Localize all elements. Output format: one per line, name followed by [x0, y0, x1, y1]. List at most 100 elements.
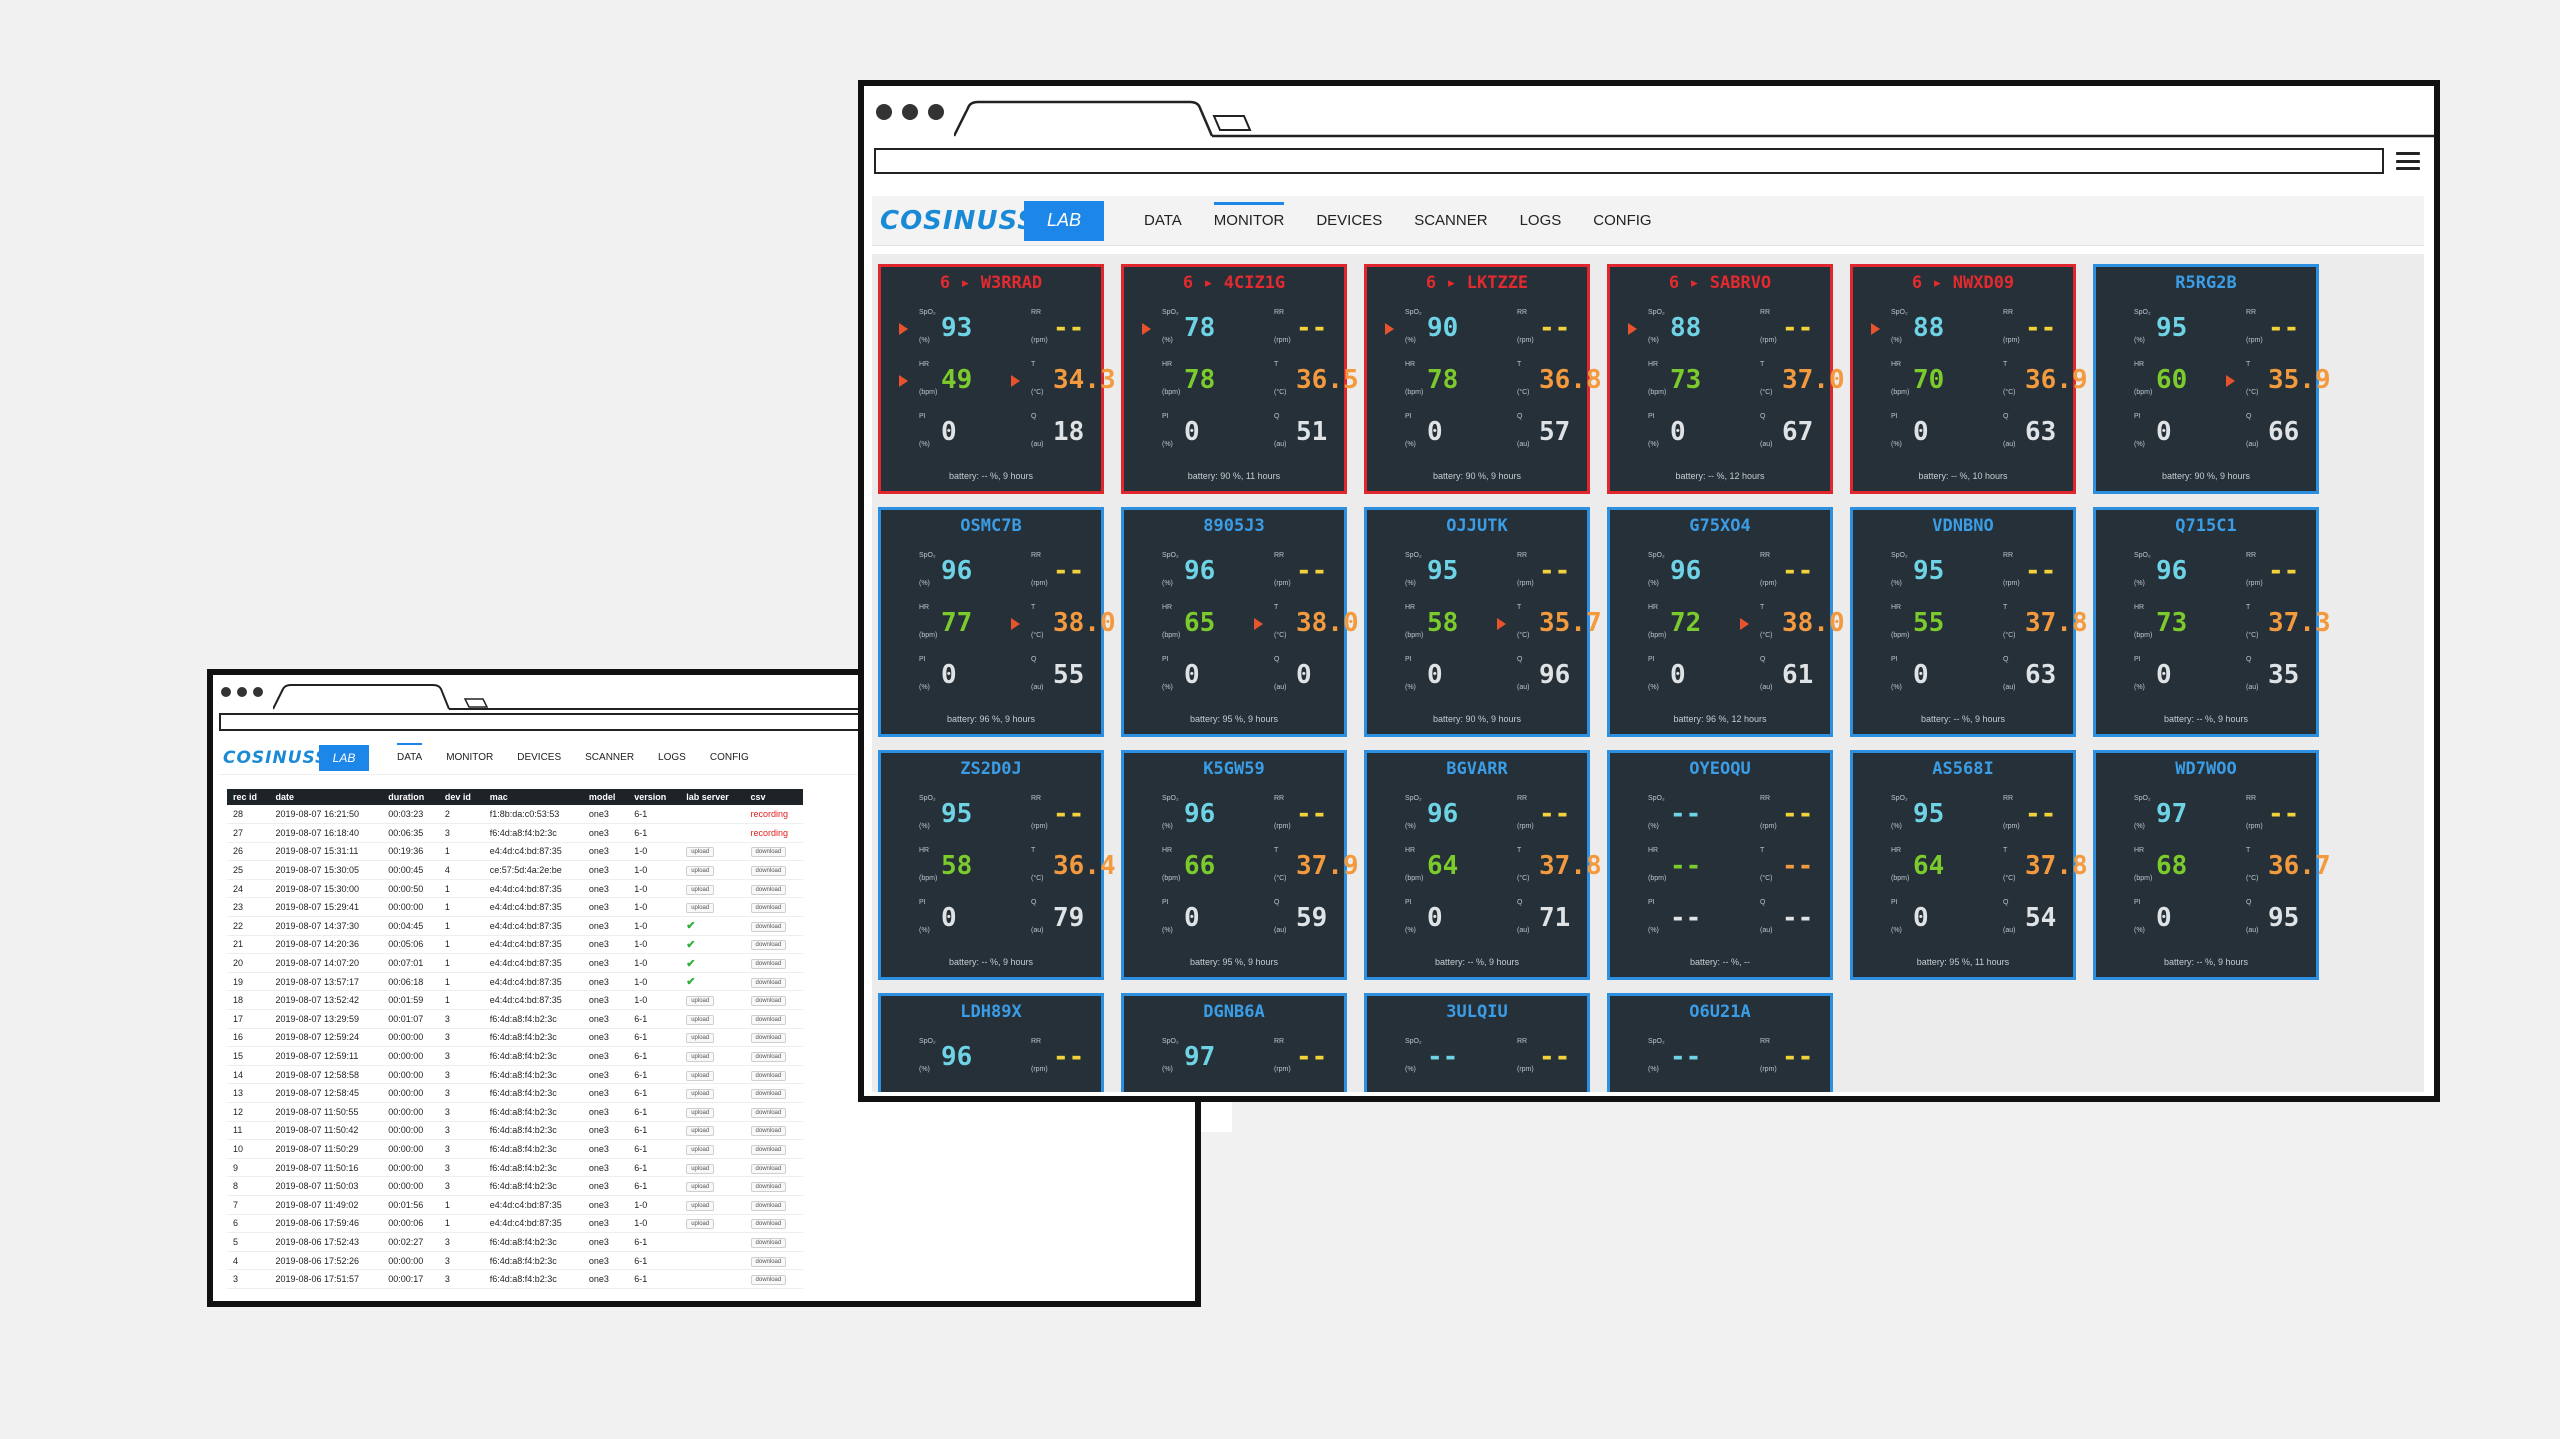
- upload-button[interactable]: upload: [686, 1182, 715, 1193]
- tab-config[interactable]: CONFIG: [709, 752, 749, 763]
- download-button[interactable]: download: [750, 940, 787, 951]
- tab-monitor[interactable]: MONITOR: [446, 752, 494, 763]
- device-card[interactable]: WD7WOO SpO₂ (%) 97 RR (rpm) -- HR (bpm) 68 T (°C) 36…: [2093, 750, 2331, 980]
- table-row[interactable]: 6 2019-08-06 17:59:46 00:00:06 1 e4:4d:c4:bd…: [227, 1214, 803, 1234]
- upload-button[interactable]: upload: [686, 1033, 715, 1044]
- device-card[interactable]: DGNB6A SpO₂ (%) 97 RR (rpm) --: [1121, 993, 1347, 1092]
- download-button[interactable]: download: [750, 1275, 787, 1286]
- table-row[interactable]: 20 2019-08-07 14:07:20 00:07:01 1 e4:4d:c4:b…: [227, 953, 803, 973]
- table-row[interactable]: 21 2019-08-07 14:20:36 00:05:06 1 e4:4d:c4:b…: [227, 935, 803, 955]
- close-dot-icon[interactable]: [876, 104, 892, 120]
- table-row[interactable]: 15 2019-08-07 12:59:11 00:00:00 3 f6:4d:a8:f…: [227, 1046, 803, 1066]
- download-button[interactable]: download: [750, 1182, 787, 1193]
- download-button[interactable]: download: [750, 1089, 787, 1100]
- minimize-dot-icon[interactable]: [902, 104, 918, 120]
- device-card[interactable]: OJJUTK SpO₂ (%) 95 RR (rpm) -- HR (bpm) 58 T (°C) 35…: [1364, 507, 1602, 737]
- device-card[interactable]: LDH89X SpO₂ (%) 96 RR (rpm) --: [878, 993, 1104, 1092]
- device-card[interactable]: 6 ▸ W3RRAD SpO₂ (%) 93 RR (rpm) -- HR (bpm) 49 T (°…: [878, 264, 1116, 494]
- table-row[interactable]: 26 2019-08-07 15:31:11 00:19:36 1 e4:4d:c4:b…: [227, 842, 803, 862]
- cosinuss-logo[interactable]: COSINUSS°: [880, 205, 1043, 236]
- table-row[interactable]: 17 2019-08-07 13:29:59 00:01:07 3 f6:4d:a8:f…: [227, 1009, 803, 1029]
- address-bar[interactable]: [874, 148, 2384, 174]
- download-button[interactable]: download: [750, 1033, 787, 1044]
- device-card[interactable]: O6U21A SpO₂ (%) -- RR (rpm) --: [1607, 993, 1833, 1092]
- tab-logs[interactable]: LOGS: [1519, 212, 1562, 229]
- device-card[interactable]: ZS2D0J SpO₂ (%) 95 RR (rpm) -- HR (bpm) 58 T (°C) 36…: [878, 750, 1116, 980]
- device-card[interactable]: 6 ▸ 4CIZ1G SpO₂ (%) 78 RR (rpm) -- HR (bpm) 78 T (°…: [1121, 264, 1359, 494]
- download-button[interactable]: download: [750, 1200, 787, 1211]
- tab-monitor[interactable]: MONITOR: [1213, 196, 1284, 245]
- tab-devices[interactable]: DEVICES: [517, 752, 562, 763]
- table-row[interactable]: 25 2019-08-07 15:30:05 00:00:45 4 ce:57:5d:4…: [227, 860, 803, 880]
- upload-button[interactable]: upload: [686, 866, 715, 877]
- upload-button[interactable]: upload: [686, 1126, 715, 1137]
- upload-button[interactable]: upload: [686, 1052, 715, 1063]
- download-button[interactable]: download: [750, 1219, 787, 1230]
- download-button[interactable]: download: [750, 959, 787, 970]
- hamburger-menu-icon[interactable]: [2396, 152, 2420, 170]
- device-card[interactable]: 6 ▸ LKTZZE SpO₂ (%) 90 RR (rpm) -- HR (bpm) 78 T (°…: [1364, 264, 1602, 494]
- device-card[interactable]: 3ULQIU SpO₂ (%) -- RR (rpm) --: [1364, 993, 1590, 1092]
- table-row[interactable]: 16 2019-08-07 12:59:24 00:00:00 3 f6:4d:a8:f…: [227, 1028, 803, 1048]
- tab-scanner[interactable]: SCANNER: [585, 752, 635, 763]
- device-card[interactable]: G75XO4 SpO₂ (%) 96 RR (rpm) -- HR (bpm) 72 T (°C) 38…: [1607, 507, 1845, 737]
- upload-button[interactable]: upload: [686, 1089, 715, 1100]
- download-button[interactable]: download: [750, 1144, 787, 1155]
- upload-button[interactable]: upload: [686, 1107, 715, 1118]
- maximize-dot-icon[interactable]: [928, 104, 944, 120]
- tab-scanner[interactable]: SCANNER: [1414, 212, 1488, 229]
- device-card[interactable]: R5RG2B SpO₂ (%) 95 RR (rpm) -- HR (bpm) 60 T (°C) 35…: [2093, 264, 2331, 494]
- download-button[interactable]: download: [750, 1014, 787, 1025]
- table-row[interactable]: 11 2019-08-07 11:50:42 00:00:00 3 f6:4d:a8:f…: [227, 1121, 803, 1141]
- table-row[interactable]: 14 2019-08-07 12:58:58 00:00:00 3 f6:4d:a8:f…: [227, 1065, 803, 1085]
- download-button[interactable]: download: [750, 921, 787, 932]
- upload-button[interactable]: upload: [686, 1144, 715, 1155]
- upload-button[interactable]: upload: [686, 996, 715, 1007]
- table-row[interactable]: 27 2019-08-07 16:18:40 00:06:35 3 f6:4d:a8:f…: [227, 823, 803, 843]
- device-card[interactable]: Q715C1 SpO₂ (%) 96 RR (rpm) -- HR (bpm) 73 T (°C) 37…: [2093, 507, 2331, 737]
- browser-tab-icon[interactable]: [954, 96, 2434, 138]
- minimize-dot-icon[interactable]: [237, 687, 247, 697]
- download-button[interactable]: download: [750, 866, 787, 877]
- download-button[interactable]: download: [750, 1163, 787, 1174]
- device-card[interactable]: 6 ▸ NWXD09 SpO₂ (%) 88 RR (rpm) -- HR (bpm) 70 T (°…: [1850, 264, 2088, 494]
- table-row[interactable]: 7 2019-08-07 11:49:02 00:01:56 1 e4:4d:c4:bd…: [227, 1195, 803, 1215]
- download-button[interactable]: download: [750, 884, 787, 895]
- device-card[interactable]: AS568I SpO₂ (%) 95 RR (rpm) -- HR (bpm) 64 T (°C) 37…: [1850, 750, 2088, 980]
- table-row[interactable]: 3 2019-08-06 17:51:57 00:00:17 3 f6:4d:a8:f4…: [227, 1269, 803, 1289]
- upload-button[interactable]: upload: [686, 847, 715, 858]
- tab-devices[interactable]: DEVICES: [1316, 212, 1383, 229]
- upload-button[interactable]: upload: [686, 1163, 715, 1174]
- device-card[interactable]: 8905J3 SpO₂ (%) 96 RR (rpm) -- HR (bpm) 65 T (°C) 38…: [1121, 507, 1359, 737]
- download-button[interactable]: download: [750, 977, 787, 988]
- download-button[interactable]: download: [750, 1237, 787, 1248]
- upload-button[interactable]: upload: [686, 1219, 715, 1230]
- upload-button[interactable]: upload: [686, 1014, 715, 1025]
- device-card[interactable]: K5GW59 SpO₂ (%) 96 RR (rpm) -- HR (bpm) 66 T (°C) 37…: [1121, 750, 1359, 980]
- download-button[interactable]: download: [750, 847, 787, 858]
- device-card[interactable]: OSMC7B SpO₂ (%) 96 RR (rpm) -- HR (bpm) 77 T (°C) 38…: [878, 507, 1116, 737]
- table-row[interactable]: 19 2019-08-07 13:57:17 00:06:18 1 e4:4d:c4:b…: [227, 972, 803, 992]
- table-row[interactable]: 8 2019-08-07 11:50:03 00:00:00 3 f6:4d:a8:f4…: [227, 1176, 803, 1196]
- table-row[interactable]: 18 2019-08-07 13:52:42 00:01:59 1 e4:4d:c4:b…: [227, 990, 803, 1011]
- download-button[interactable]: download: [750, 1070, 787, 1081]
- device-card[interactable]: VDNBNO SpO₂ (%) 95 RR (rpm) -- HR (bpm) 55 T (°C) 37…: [1850, 507, 2088, 737]
- device-card[interactable]: BGVARR SpO₂ (%) 96 RR (rpm) -- HR (bpm) 64 T (°C) 37…: [1364, 750, 1602, 980]
- tab-data[interactable]: DATA: [1144, 212, 1182, 229]
- device-card[interactable]: 6 ▸ SABRVO SpO₂ (%) 88 RR (rpm) -- HR (bpm) 73 T (°…: [1607, 264, 1845, 494]
- table-row[interactable]: 9 2019-08-07 11:50:16 00:00:00 3 f6:4d:a8:f4…: [227, 1158, 803, 1178]
- table-row[interactable]: 28 2019-08-07 16:21:50 00:03:23 2 f1:8b:da:c…: [227, 805, 803, 825]
- upload-button[interactable]: upload: [686, 903, 715, 914]
- tab-data[interactable]: DATA: [397, 741, 423, 774]
- table-row[interactable]: 10 2019-08-07 11:50:29 00:00:00 3 f6:4d:a8:f…: [227, 1139, 803, 1159]
- table-row[interactable]: 13 2019-08-07 12:58:45 00:00:00 3 f6:4d:a8:f…: [227, 1083, 803, 1103]
- download-button[interactable]: download: [750, 1052, 787, 1063]
- download-button[interactable]: download: [750, 1256, 787, 1267]
- table-row[interactable]: 4 2019-08-06 17:52:26 00:00:00 3 f6:4d:a8:f4…: [227, 1251, 803, 1271]
- download-button[interactable]: download: [750, 1126, 787, 1137]
- download-button[interactable]: download: [750, 996, 787, 1007]
- table-row[interactable]: 22 2019-08-07 14:37:30 00:04:45 1 e4:4d:c4:b…: [227, 916, 803, 936]
- tab-config[interactable]: CONFIG: [1593, 212, 1652, 229]
- download-button[interactable]: download: [750, 1107, 787, 1118]
- table-row[interactable]: 23 2019-08-07 15:29:41 00:00:00 1 e4:4d:c4:b…: [227, 897, 803, 918]
